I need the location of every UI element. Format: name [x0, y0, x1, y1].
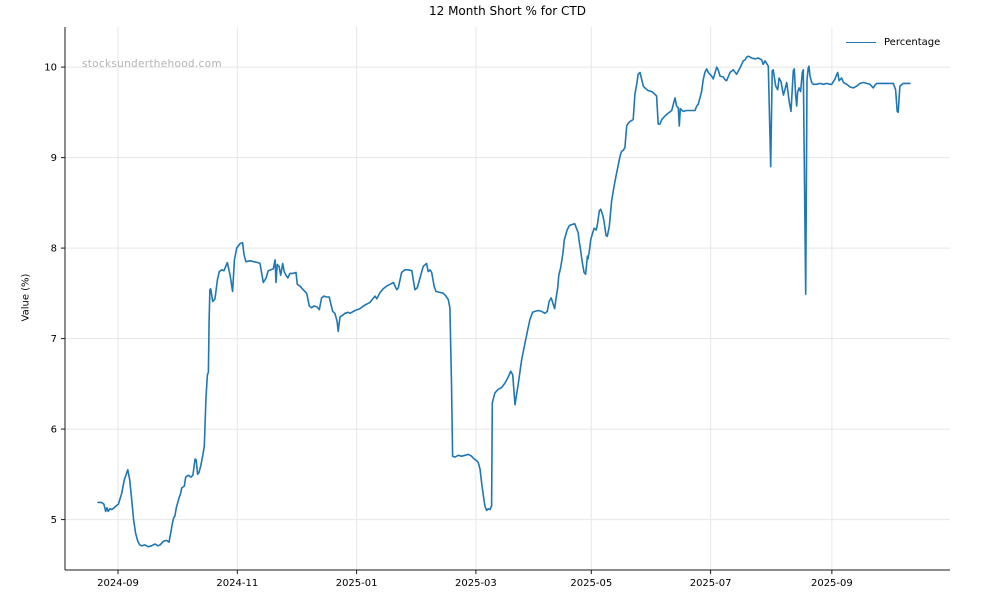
y-tick-label: 6	[51, 425, 57, 436]
x-tick-label: 2025-07	[690, 578, 732, 589]
x-tick-label: 2024-11	[216, 578, 258, 589]
x-tick-label: 2025-05	[570, 578, 612, 589]
legend: Percentage	[846, 37, 940, 48]
y-axis-label: Value (%)	[20, 273, 32, 322]
y-tick-label: 8	[51, 244, 57, 255]
x-tick-label: 2025-09	[811, 578, 853, 589]
chart-title: 12 Month Short % for CTD	[428, 4, 586, 18]
y-tick-label: 9	[51, 153, 57, 164]
x-tick-label: 2024-09	[97, 578, 139, 589]
watermark: stocksunderthehood.com	[82, 58, 222, 70]
x-tick-label: 2025-01	[336, 578, 378, 589]
y-tick-label: 10	[44, 63, 57, 74]
x-tick-label: 2025-03	[455, 578, 497, 589]
y-tick-label: 5	[51, 515, 57, 526]
series-line-percentage	[97, 55, 911, 548]
legend-label: Percentage	[884, 37, 941, 48]
legend-line-sample	[846, 42, 876, 43]
y-tick-label: 7	[51, 334, 57, 345]
